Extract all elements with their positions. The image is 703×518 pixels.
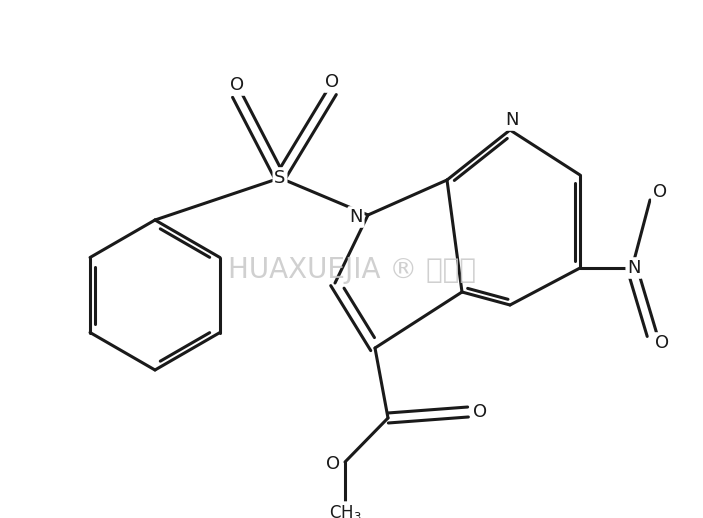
Text: O: O [653, 183, 667, 201]
Text: O: O [326, 455, 340, 473]
Text: S: S [274, 169, 285, 187]
Text: N: N [349, 208, 363, 226]
Text: O: O [230, 76, 244, 94]
Text: CH$_3$: CH$_3$ [328, 503, 361, 518]
Text: HUAXUEJIA ® 化学加: HUAXUEJIA ® 化学加 [228, 256, 476, 284]
Text: O: O [473, 403, 487, 421]
Text: O: O [655, 334, 669, 352]
Text: O: O [325, 73, 339, 91]
Text: N: N [627, 259, 640, 277]
Text: N: N [505, 111, 519, 129]
